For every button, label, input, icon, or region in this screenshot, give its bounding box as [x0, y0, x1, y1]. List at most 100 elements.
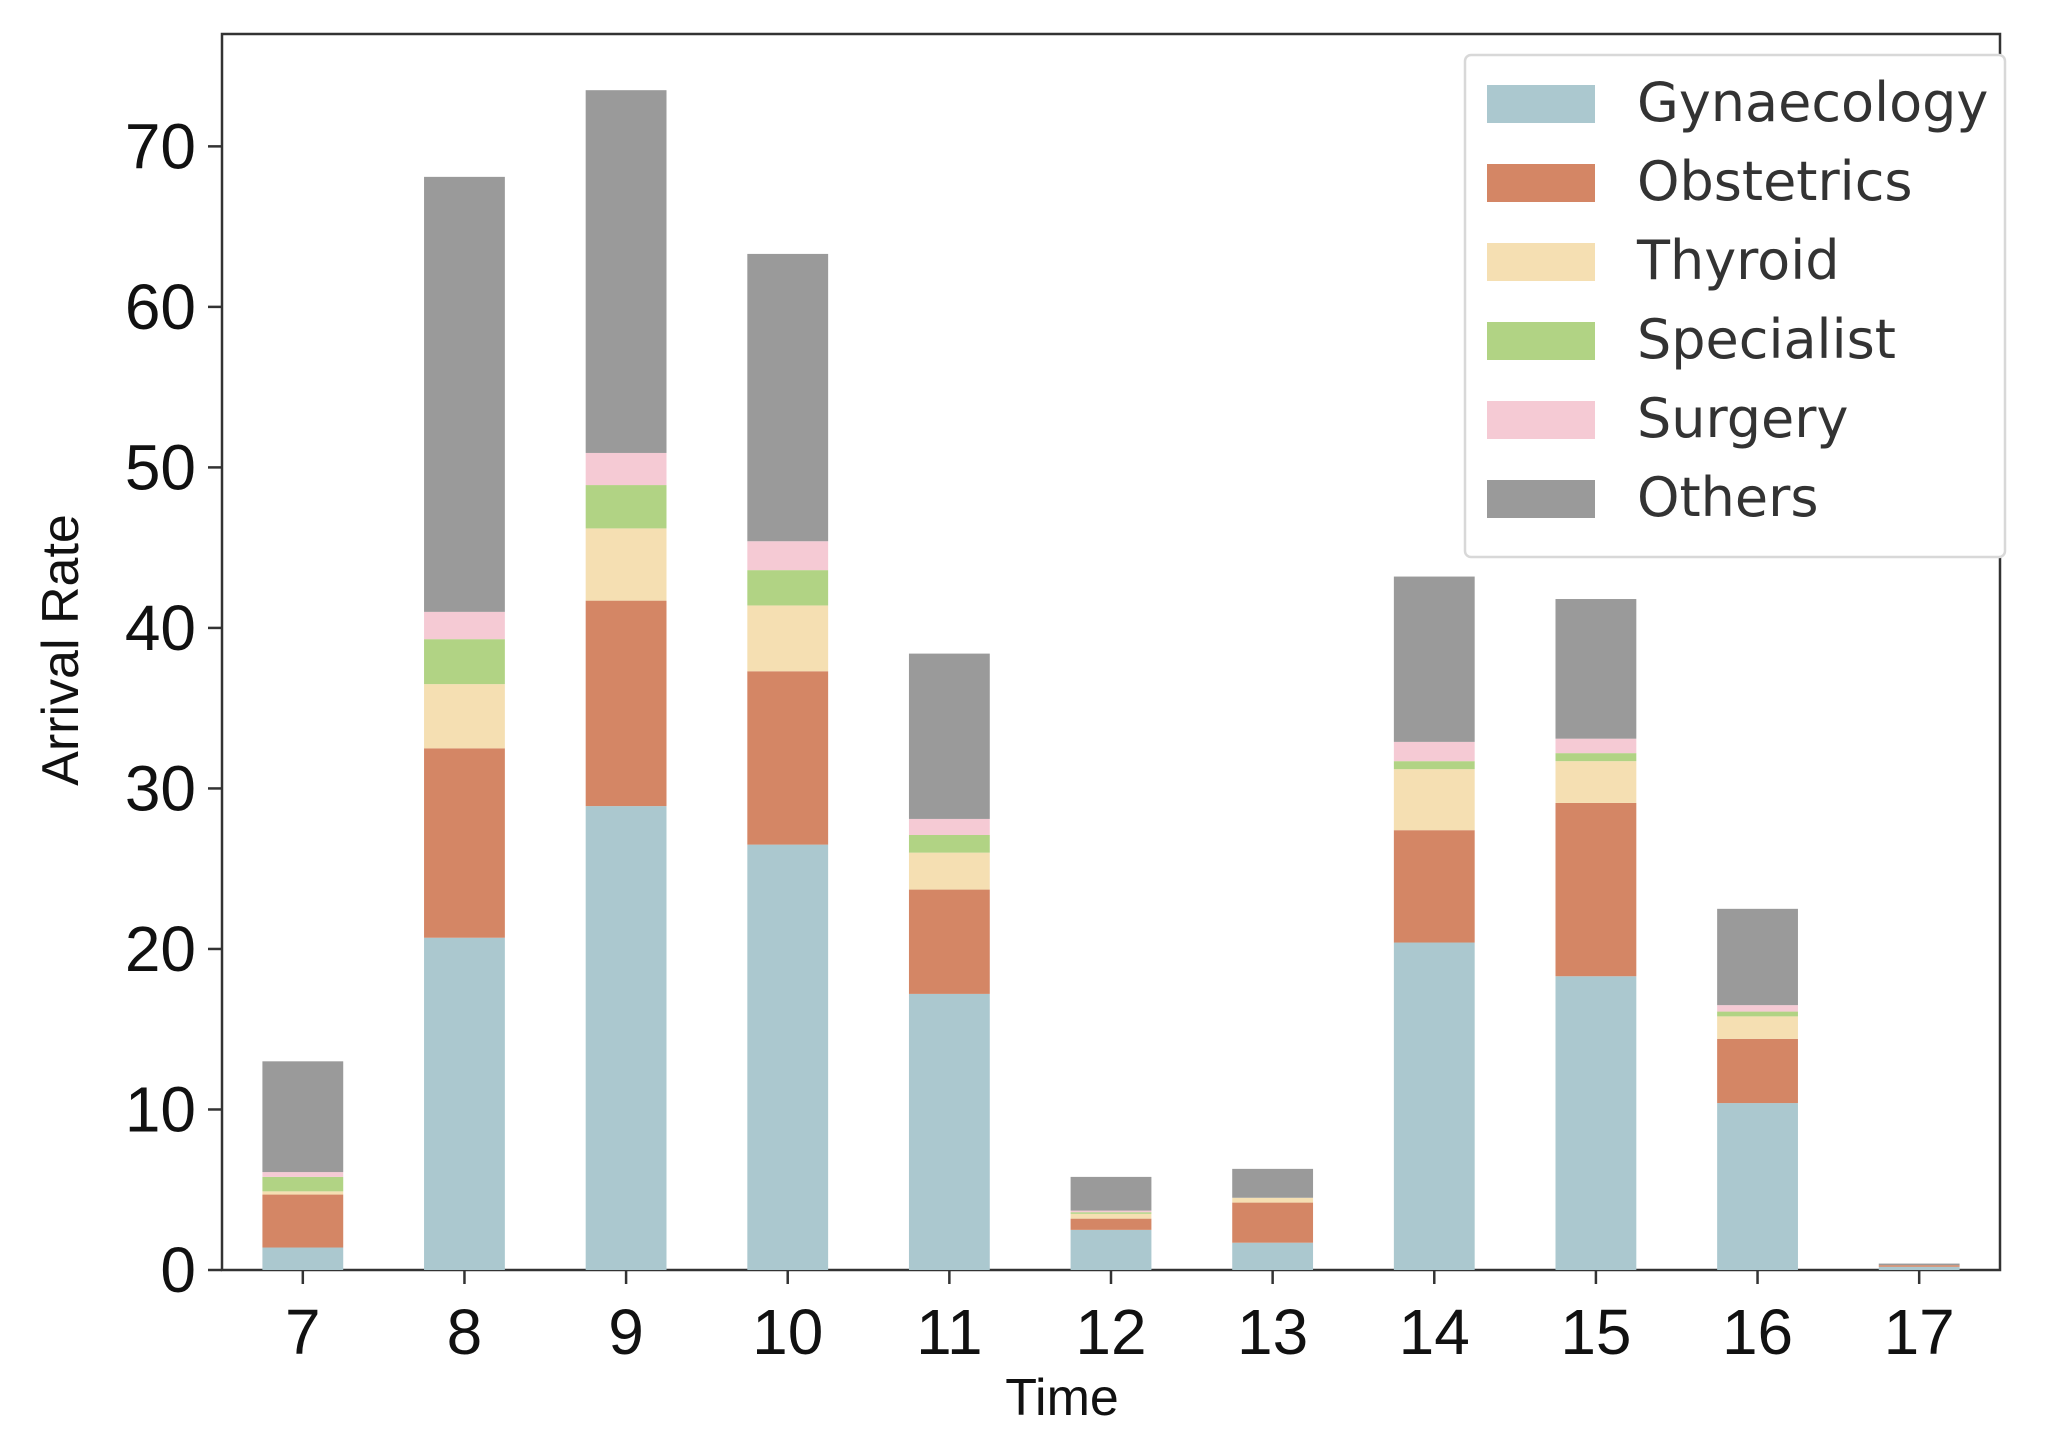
bar-segment-thyroid-15	[1555, 761, 1637, 803]
x-tick-label: 11	[916, 1296, 982, 1368]
legend-swatch-obstetrics	[1487, 164, 1595, 202]
bar-segment-obstetrics-15	[1555, 802, 1637, 977]
legend-label-gynaecology: Gynaecology	[1637, 71, 1988, 134]
bar-segment-others-7	[262, 1061, 344, 1173]
legend: Gynaecology Obstetrics Thyroid Specialist Su…	[1463, 53, 2007, 559]
legend-label-others: Others	[1637, 466, 1818, 529]
bar-segment-obstetrics-9	[585, 600, 667, 807]
legend-label-surgery: Surgery	[1637, 387, 1848, 450]
bar-segment-gynaecology-14	[1393, 942, 1475, 1270]
bar-segment-thyroid-7	[262, 1191, 344, 1195]
bar-segment-surgery-9	[585, 452, 667, 486]
bar-segment-others-9	[585, 90, 667, 453]
x-tick-label: 13	[1237, 1296, 1308, 1368]
bar-segment-surgery-14	[1393, 741, 1475, 762]
x-axis-label: Time	[1005, 1369, 1119, 1427]
x-tick-label: 10	[752, 1296, 823, 1368]
bar-segment-others-12	[1070, 1176, 1152, 1211]
bar-segment-thyroid-11	[908, 852, 990, 890]
y-tick-label: 30	[125, 752, 196, 824]
x-tick-label: 8	[447, 1296, 483, 1368]
bar-segment-gynaecology-16	[1717, 1103, 1798, 1270]
bar-segment-specialist-9	[585, 485, 667, 529]
y-tick-label: 50	[125, 431, 196, 503]
bar-segment-others-17	[1878, 1263, 1960, 1266]
bar-segment-gynaecology-8	[424, 937, 505, 1270]
legend-swatch-gynaecology	[1487, 85, 1595, 123]
bar-segment-specialist-7	[262, 1176, 344, 1192]
bar-segment-thyroid-9	[585, 528, 667, 601]
y-tick-label: 10	[125, 1073, 196, 1145]
bar-segment-specialist-10	[747, 570, 829, 606]
bar-segment-thyroid-12	[1070, 1213, 1152, 1219]
legend-box	[1463, 53, 2007, 559]
x-tick-label: 7	[285, 1296, 321, 1368]
bar-segment-others-15	[1555, 599, 1637, 739]
bar-segment-specialist-16	[1717, 1011, 1798, 1017]
bar-segment-gynaecology-11	[908, 993, 990, 1270]
bar-segment-others-16	[1717, 908, 1798, 1006]
x-axis: 7 8 9 10 11 12 13 14 15 16 17	[285, 1270, 1955, 1368]
bar-segment-specialist-12	[1070, 1212, 1152, 1214]
bar-segment-obstetrics-12	[1070, 1218, 1152, 1230]
bar-segment-thyroid-10	[747, 605, 829, 672]
bar-segment-others-8	[424, 176, 505, 612]
y-axis-label: Arrival Rate	[32, 514, 90, 786]
legend-label-thyroid: Thyroid	[1636, 229, 1840, 292]
y-tick-label: 20	[125, 913, 196, 985]
bar-segment-others-14	[1393, 576, 1475, 742]
bar-segment-obstetrics-8	[424, 748, 505, 938]
bar-segment-specialist-8	[424, 639, 505, 685]
x-tick-label: 15	[1560, 1296, 1631, 1368]
legend-label-specialist: Specialist	[1637, 308, 1896, 371]
x-tick-label: 16	[1722, 1296, 1793, 1368]
bar-segment-gynaecology-7	[262, 1247, 344, 1270]
x-tick-label: 14	[1399, 1296, 1470, 1368]
legend-swatch-surgery	[1487, 401, 1595, 439]
legend-swatch-thyroid	[1487, 243, 1595, 281]
bar-segment-gynaecology-9	[585, 806, 667, 1270]
bar-segment-obstetrics-17	[1878, 1265, 1960, 1267]
bar-segment-surgery-7	[262, 1172, 344, 1177]
bar-segment-gynaecology-10	[747, 844, 829, 1270]
bar-segment-obstetrics-10	[747, 671, 829, 845]
x-tick-label: 9	[608, 1296, 644, 1368]
bar-segment-surgery-8	[424, 611, 505, 640]
y-tick-label: 0	[160, 1234, 196, 1306]
bar-segment-surgery-10	[747, 541, 829, 571]
legend-label-obstetrics: Obstetrics	[1637, 150, 1913, 213]
bar-segment-specialist-15	[1555, 753, 1637, 762]
y-axis: 0 10 20 30 40 50 60 70	[125, 110, 222, 1306]
bar-segment-thyroid-14	[1393, 769, 1475, 831]
bar-segment-gynaecology-15	[1555, 976, 1637, 1270]
legend-swatch-specialist	[1487, 322, 1595, 360]
bar-segment-surgery-16	[1717, 1005, 1798, 1012]
bar-segment-gynaecology-17	[1878, 1266, 1960, 1270]
bar-segment-gynaecology-12	[1070, 1229, 1152, 1270]
bar-segment-others-10	[747, 253, 829, 542]
x-tick-label: 17	[1884, 1296, 1955, 1368]
bar-segment-obstetrics-16	[1717, 1038, 1798, 1104]
y-tick-label: 70	[125, 110, 196, 182]
bar-segment-specialist-14	[1393, 761, 1475, 770]
x-tick-label: 12	[1075, 1296, 1146, 1368]
y-tick-label: 60	[125, 271, 196, 343]
bar-segment-thyroid-16	[1717, 1016, 1798, 1039]
bar-segment-obstetrics-7	[262, 1194, 344, 1248]
stacked-bars	[262, 90, 1960, 1270]
bar-segment-thyroid-13	[1232, 1197, 1314, 1203]
bar-segment-surgery-12	[1070, 1210, 1152, 1213]
bar-segment-others-11	[908, 653, 990, 819]
y-tick-label: 40	[125, 592, 196, 664]
bar-segment-others-13	[1232, 1168, 1314, 1198]
bar-segment-obstetrics-11	[908, 889, 990, 994]
bar-segment-surgery-11	[908, 818, 990, 835]
bar-segment-specialist-11	[908, 834, 990, 853]
bar-segment-obstetrics-14	[1393, 830, 1475, 943]
bar-segment-gynaecology-13	[1232, 1242, 1314, 1270]
legend-swatch-others	[1487, 480, 1595, 518]
bar-segment-thyroid-8	[424, 684, 505, 749]
bar-segment-surgery-15	[1555, 738, 1637, 754]
bar-segment-obstetrics-13	[1232, 1202, 1314, 1243]
